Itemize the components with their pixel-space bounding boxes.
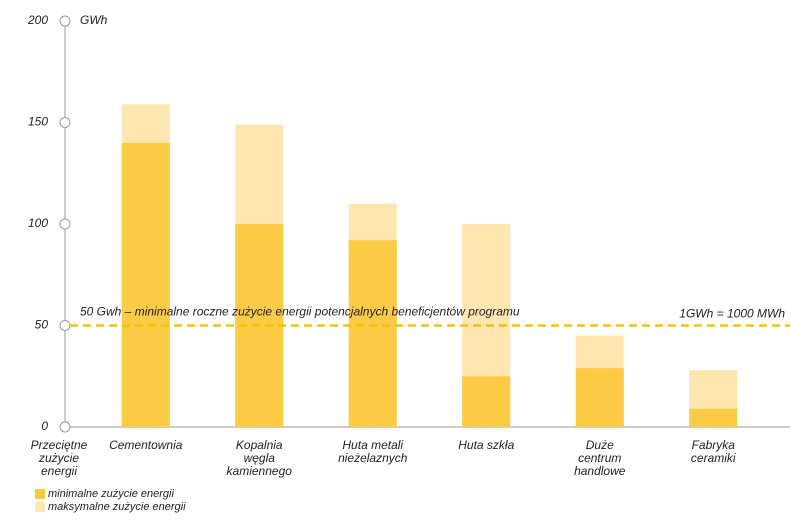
y-tick bbox=[59, 421, 71, 433]
x-tick-label: Kopalnia węgla kamiennego bbox=[226, 438, 292, 478]
legend-swatch bbox=[35, 489, 45, 499]
bar bbox=[121, 142, 170, 428]
reference-note: 1GWh = 1000 MWh bbox=[679, 307, 785, 321]
x-tick-label: Huta metali nieżelaznych bbox=[338, 438, 408, 465]
x-tick-label: Fabryka ceramiki bbox=[690, 438, 736, 465]
y-tick-label: 0 bbox=[41, 419, 48, 433]
reference-label: 50 Gwh – minimalne roczne zużycie energi… bbox=[80, 305, 520, 319]
bar bbox=[348, 240, 397, 427]
legend-label: maksymalne zużycie energii bbox=[48, 501, 186, 513]
x-tick-label: Cementownia bbox=[109, 438, 183, 452]
y-tick-label: 150 bbox=[28, 115, 48, 129]
legend-label: minimalne zużycie energii bbox=[48, 488, 174, 500]
y-tick-label: 50 bbox=[35, 318, 49, 332]
bar bbox=[462, 376, 511, 427]
y-tick bbox=[59, 15, 71, 27]
bar bbox=[689, 408, 738, 427]
x-axis-label: Przeciętne zużycie energii bbox=[30, 438, 88, 478]
legend-swatch bbox=[35, 502, 45, 512]
y-unit: GWh bbox=[80, 13, 108, 27]
y-tick-label: 100 bbox=[28, 216, 48, 230]
y-tick bbox=[59, 320, 71, 331]
bar bbox=[575, 368, 624, 427]
y-tick bbox=[59, 117, 71, 128]
y-tick bbox=[59, 218, 71, 230]
x-tick-label: Huta szkła bbox=[458, 438, 515, 452]
y-tick-label: 200 bbox=[27, 13, 48, 27]
x-tick-label: Duże centrum handlowe bbox=[574, 438, 626, 478]
